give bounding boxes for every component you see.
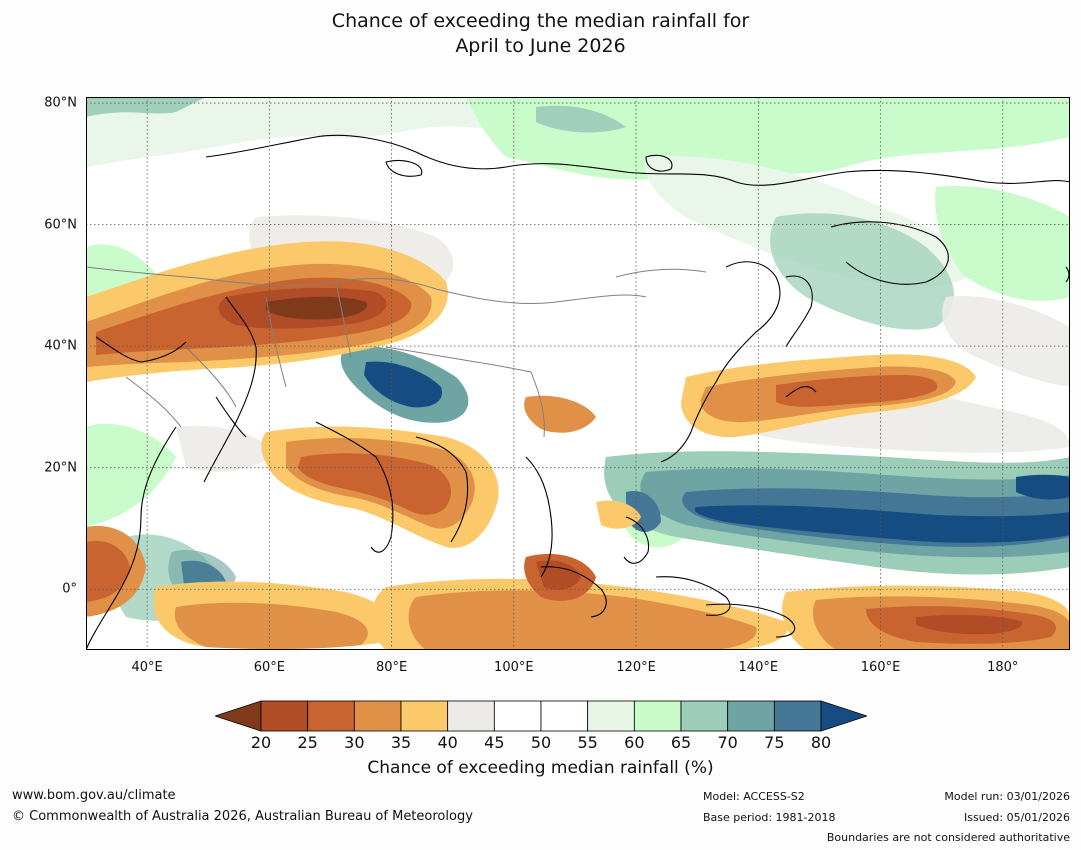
rainfall-map (86, 97, 1070, 650)
model-run-date: Model run: 03/01/2026 (944, 790, 1070, 803)
title-line-2: April to June 2026 (455, 35, 626, 57)
map-title: Chance of exceeding the median rainfall … (0, 9, 1081, 59)
colorbar-segment (727, 700, 775, 732)
colorbar-segment (260, 700, 309, 732)
colorbar (213, 700, 869, 732)
longitude-label: 60°E (253, 660, 285, 675)
colorbar-segment (493, 700, 542, 732)
map-canvas (86, 97, 1070, 650)
colorbar-extend-high (820, 700, 869, 732)
colorbar-tick-label: 65 (670, 733, 692, 752)
colorbar-tick-label: 35 (390, 733, 412, 752)
latitude-label: 20°N (44, 460, 77, 476)
longitude-label: 80°E (375, 660, 408, 675)
colorbar-segment (540, 700, 589, 732)
colorbar-extend-low (213, 700, 262, 732)
map-frame (86, 97, 1070, 650)
colorbar-segment (353, 700, 402, 732)
colorbar-title: Chance of exceeding median rainfall (%) (367, 758, 714, 778)
colorbar-tick-label: 40 (437, 733, 458, 752)
latitude-label: 0° (62, 581, 77, 597)
colorbar-tick-label: 80 (810, 733, 832, 752)
graticule (86, 97, 1070, 650)
longitude-label: 140°E (738, 660, 779, 675)
colorbar-segment (633, 700, 682, 732)
dry-regions (86, 241, 1070, 650)
colorbar-tick-label: 50 (530, 733, 552, 752)
copyright-notice: © Commonwealth of Australia 2026, Austra… (12, 809, 473, 824)
longitude-label: 160°E (860, 660, 901, 675)
latitude-label: 80°N (44, 95, 77, 111)
colorbar-tick-label: 60 (624, 733, 645, 752)
colorbar-tick-label: 30 (344, 733, 365, 752)
colorbar-tick-label: 20 (250, 733, 272, 752)
colorbar-segment (773, 700, 822, 732)
latitude-label: 60°N (44, 217, 77, 233)
colorbar-tick-label: 55 (577, 733, 598, 752)
longitude-label: 40°E (131, 660, 163, 675)
issued-date: Issued: 05/01/2026 (963, 811, 1070, 824)
bom-url: www.bom.gov.au/climate (12, 788, 176, 803)
base-period: Base period: 1981-2018 (703, 811, 836, 824)
longitude-label: 120°E (616, 660, 656, 675)
colorbar-segment (680, 700, 729, 732)
colorbar-segment (587, 700, 635, 732)
country-borders (86, 266, 707, 438)
colorbar-tick-label: 70 (717, 733, 738, 752)
colorbar-tick-label: 75 (764, 733, 785, 752)
colorbar-segment (447, 700, 495, 732)
colorbar-tick-label: 25 (297, 733, 318, 752)
model-name: Model: ACCESS-S2 (703, 790, 805, 803)
colorbar-tick-label: 45 (484, 733, 505, 752)
latitude-label: 40°N (44, 338, 77, 354)
boundaries-disclaimer: Boundaries are not considered authoritat… (826, 831, 1070, 844)
colorbar-segment (307, 700, 355, 732)
colorbar-segment (400, 700, 449, 732)
colorbar-graphic (213, 700, 869, 732)
title-line-1: Chance of exceeding the median rainfall … (331, 10, 750, 32)
longitude-label: 180° (987, 660, 1019, 675)
coastlines (86, 134, 1070, 650)
longitude-label: 100°E (494, 660, 534, 675)
